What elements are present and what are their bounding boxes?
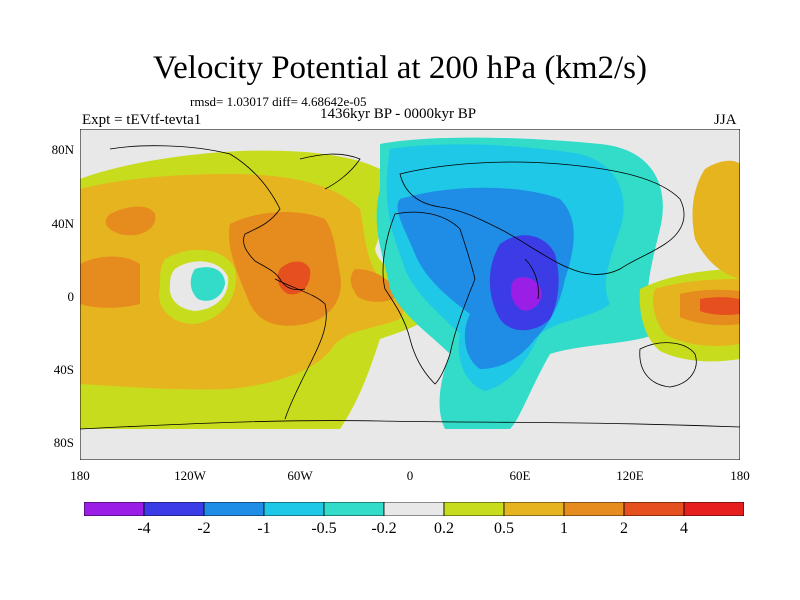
colorbar-swatch [443, 502, 505, 516]
colorbar-label: -0.5 [311, 520, 337, 537]
colorbar-swatch [203, 502, 265, 516]
negative-anomaly-east [376, 137, 663, 429]
lon-label-0: 0 [406, 468, 414, 483]
velocity-potential-map [80, 129, 740, 460]
colorbar-swatch [383, 502, 445, 516]
positive-anomaly-pacific [639, 160, 740, 362]
lon-label-60w: 60W [287, 468, 313, 483]
period-subtitle: 1436kyr BP - 0000kyr BP [320, 106, 477, 122]
coastlines [80, 145, 740, 430]
season-label: JJA [714, 112, 737, 128]
colorbar-label: 0.2 [434, 520, 454, 537]
colorbar-label: 4 [680, 520, 688, 537]
positive-anomaly-west [80, 150, 440, 429]
colorbar-label: -1 [257, 520, 271, 537]
colorbar-swatch [143, 502, 205, 516]
coastline-north-america [109, 145, 306, 291]
lon-label-60e: 60E [509, 468, 531, 483]
lat-label-80n: 80N [51, 142, 74, 157]
coastline-greenland [299, 153, 361, 190]
coastline-australia [639, 342, 697, 388]
coastline-africa [382, 211, 476, 385]
lon-label-120e: 120E [616, 468, 644, 483]
coastline-south-america [274, 278, 327, 420]
experiment-label: Expt = tEVtf-tevta1 [82, 112, 202, 128]
lon-label-180w: 180 [70, 468, 90, 483]
colorbar-swatch [84, 502, 145, 516]
coastline-eurasia [399, 161, 685, 275]
colorbar-label: 0.5 [494, 520, 514, 537]
lon-label-180e: 180 [730, 468, 750, 483]
colorbar-label: -4 [137, 520, 151, 537]
map-title: Velocity Potential at 200 hPa (km2/s) [152, 50, 648, 86]
colorbar-swatch [563, 502, 625, 516]
coastline-antarctica [80, 420, 740, 430]
colorbar-label: 2 [620, 520, 628, 537]
colorbar-swatch [683, 502, 744, 516]
stats-label: rmsd= 1.03017 diff= 4.68642e-05 [190, 94, 367, 109]
lat-label-eq: 0 [67, 289, 75, 304]
lat-label-80s: 80S [53, 435, 74, 450]
colorbar-label: -0.2 [371, 520, 397, 537]
lat-label-40s: 40S [53, 362, 74, 377]
colorbar-swatch [263, 502, 325, 516]
colorbar-swatch [503, 502, 565, 516]
colorbar-swatch [623, 502, 685, 516]
colorbar-swatch [323, 502, 385, 516]
colorbar [84, 502, 744, 516]
colorbar-label: 1 [560, 520, 568, 537]
colorbar-label: -2 [197, 520, 211, 537]
lat-label-40n: 40N [51, 216, 74, 231]
coastline-india [524, 258, 539, 300]
lon-label-120w: 120W [174, 468, 206, 483]
